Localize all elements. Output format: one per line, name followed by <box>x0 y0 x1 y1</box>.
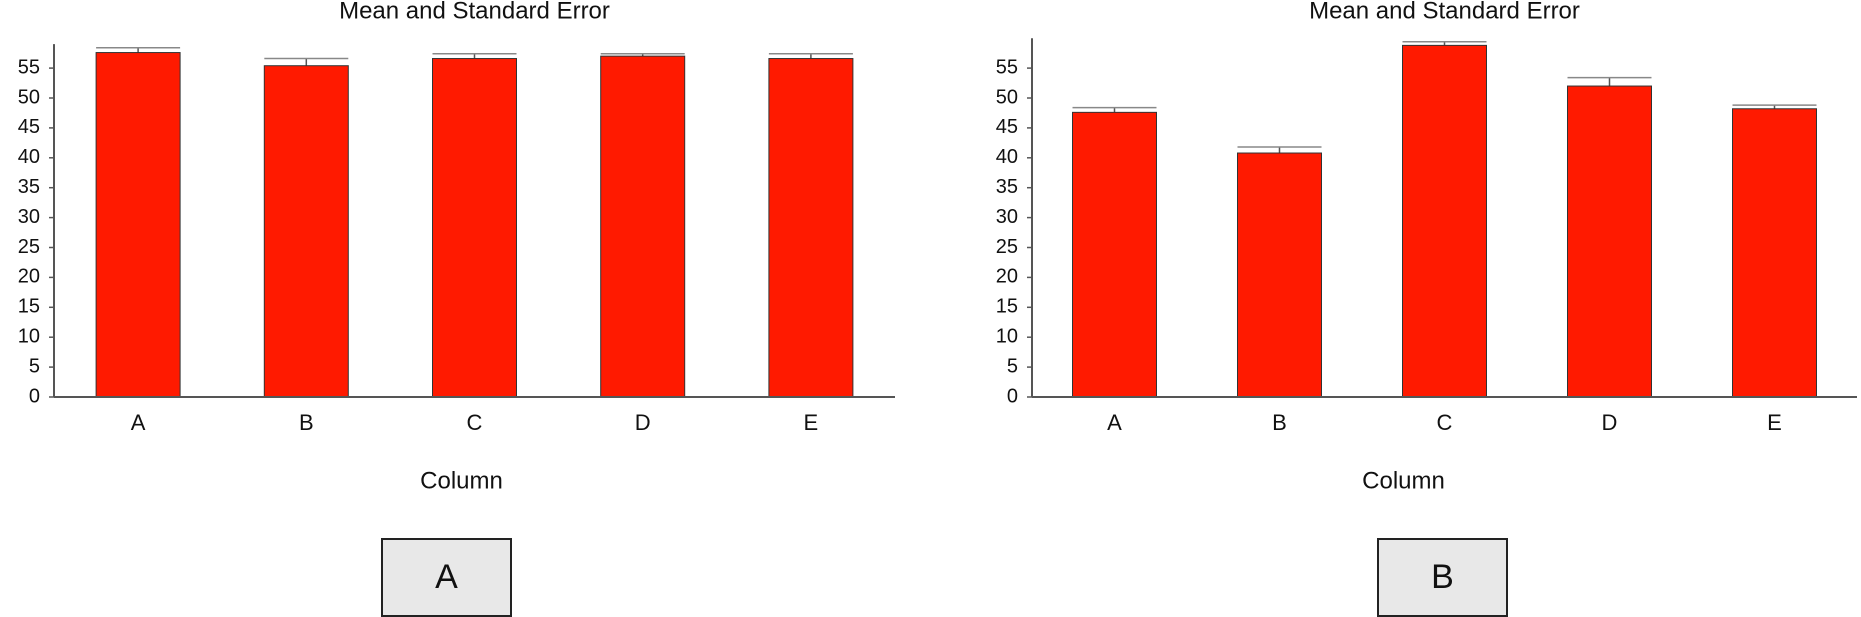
bar <box>600 55 686 398</box>
x-tick-label: D <box>635 410 651 435</box>
x-axis-label: Column <box>1362 467 1445 494</box>
panel-label: A <box>435 558 458 596</box>
y-tick-label: 10 <box>18 325 40 347</box>
bar <box>95 52 181 398</box>
x-tick-label: A <box>131 410 146 435</box>
chart-title: Mean and Standard Error <box>339 0 610 24</box>
x-tick-label: A <box>1107 410 1122 435</box>
y-tick-label: 25 <box>18 236 40 258</box>
chart-title: Mean and Standard Error <box>1309 0 1580 24</box>
y-tick-label: 55 <box>996 56 1018 78</box>
y-tick-label: 15 <box>996 296 1018 318</box>
x-tick-label: E <box>1767 410 1782 435</box>
y-tick-label: 45 <box>18 116 40 138</box>
y-tick-label: 40 <box>18 146 40 168</box>
y-tick-label: 25 <box>996 236 1018 258</box>
y-tick-label: 55 <box>18 56 40 78</box>
y-tick-label: 50 <box>18 86 40 108</box>
bar <box>1567 85 1652 398</box>
y-tick-label: 0 <box>29 385 40 407</box>
bar <box>1732 108 1817 398</box>
y-tick-label: 20 <box>996 266 1018 288</box>
y-tick-label: 0 <box>1007 385 1018 407</box>
x-tick-label: B <box>299 410 314 435</box>
y-tick-label: 20 <box>18 266 40 288</box>
bar <box>768 58 854 398</box>
y-tick-label: 40 <box>996 146 1018 168</box>
bar <box>1237 152 1322 398</box>
bar <box>263 65 349 398</box>
y-tick-label: 45 <box>996 116 1018 138</box>
y-tick-label: 35 <box>996 176 1018 198</box>
panel-label: B <box>1431 558 1454 596</box>
panel-box <box>381 538 512 617</box>
bar <box>432 58 517 398</box>
y-tick-label: 5 <box>29 355 40 377</box>
x-tick-label: D <box>1602 410 1618 435</box>
y-tick-label: 50 <box>996 86 1018 108</box>
x-tick-label: C <box>467 410 483 435</box>
bar <box>1402 44 1487 398</box>
y-tick-label: 35 <box>18 176 40 198</box>
y-tick-label: 15 <box>18 296 40 318</box>
y-tick-label: 30 <box>18 206 40 228</box>
y-tick-label: 30 <box>996 206 1018 228</box>
y-tick-label: 5 <box>1007 355 1018 377</box>
y-tick-label: 10 <box>996 325 1018 347</box>
x-tick-label: B <box>1272 410 1287 435</box>
x-tick-label: E <box>804 410 819 435</box>
x-axis-label: Column <box>420 467 503 494</box>
x-tick-label: C <box>1437 410 1453 435</box>
panel-box <box>1377 538 1508 617</box>
bar <box>1072 111 1157 398</box>
